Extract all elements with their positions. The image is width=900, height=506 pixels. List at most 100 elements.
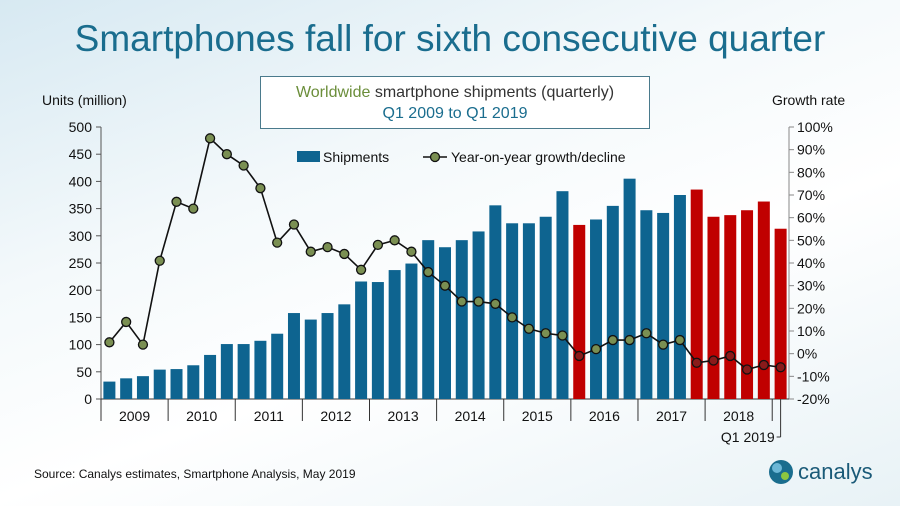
left-axis-label: Units (million) bbox=[42, 92, 127, 108]
shipment-bar bbox=[254, 340, 267, 399]
shipment-bar bbox=[204, 354, 217, 399]
growth-point bbox=[272, 237, 283, 248]
canalys-logo: canalys bbox=[768, 459, 873, 485]
shipment-bar bbox=[220, 344, 233, 399]
growth-point bbox=[204, 133, 216, 144]
shipment-bar bbox=[573, 224, 586, 399]
growth-point bbox=[708, 355, 719, 366]
shipment-bar bbox=[724, 215, 737, 399]
shipment-bar bbox=[606, 205, 619, 399]
growth-point bbox=[423, 266, 434, 278]
legend-bars-swatch bbox=[297, 151, 320, 162]
right-tick-label: 10% bbox=[797, 323, 825, 339]
growth-point bbox=[355, 264, 367, 275]
year-label: 2012 bbox=[320, 408, 351, 424]
left-tick-label: 250 bbox=[69, 255, 93, 271]
right-tick-label: 40% bbox=[797, 255, 825, 271]
logo-text: canalys bbox=[798, 459, 873, 484]
shipment-bar bbox=[690, 189, 703, 399]
right-tick-label: 80% bbox=[797, 164, 825, 180]
growth-point bbox=[473, 296, 484, 307]
growth-point bbox=[439, 280, 451, 291]
growth-point bbox=[674, 334, 686, 346]
shipment-bar bbox=[455, 240, 468, 399]
shipment-bar bbox=[271, 333, 284, 399]
right-tick-label: 100% bbox=[797, 119, 833, 135]
year-label: 2009 bbox=[119, 408, 150, 424]
shipment-bar bbox=[405, 263, 418, 399]
growth-point bbox=[188, 203, 199, 214]
growth-point bbox=[171, 196, 182, 207]
shipment-bar bbox=[321, 313, 334, 399]
growth-point bbox=[624, 334, 635, 346]
growth-point bbox=[758, 359, 769, 371]
growth-point bbox=[540, 328, 551, 339]
growth-point bbox=[104, 337, 115, 348]
growth-point bbox=[121, 316, 132, 328]
shipment-bar bbox=[741, 210, 754, 399]
shipment-bar bbox=[237, 344, 250, 399]
growth-point bbox=[641, 328, 652, 339]
legend-line-marker bbox=[429, 151, 441, 163]
year-label: 2014 bbox=[455, 408, 486, 424]
growth-point bbox=[691, 357, 702, 368]
shipment-bar bbox=[371, 282, 384, 399]
growth-point bbox=[557, 330, 568, 341]
shipment-bar bbox=[522, 223, 535, 399]
left-tick-label: 500 bbox=[69, 119, 93, 135]
year-label: 2010 bbox=[186, 408, 217, 424]
growth-point bbox=[506, 312, 518, 323]
shipment-bar bbox=[304, 319, 317, 399]
shipment-bar bbox=[136, 376, 149, 399]
growth-point bbox=[372, 239, 384, 251]
year-label: 2016 bbox=[589, 408, 620, 424]
growth-point bbox=[490, 298, 501, 309]
shipment-bar bbox=[556, 191, 569, 399]
left-tick-label: 350 bbox=[69, 201, 93, 217]
shipment-bar bbox=[590, 219, 603, 399]
legend-line-label: Year-on-year growth/decline bbox=[451, 149, 626, 165]
shipment-bar bbox=[707, 216, 720, 399]
growth-point bbox=[305, 246, 316, 257]
chart-title: Smartphones fall for sixth consecutive q… bbox=[74, 18, 826, 59]
left-tick-label: 450 bbox=[69, 146, 93, 162]
year-label: 2017 bbox=[656, 408, 687, 424]
shipment-bar bbox=[506, 223, 519, 399]
shipment-bar bbox=[153, 369, 166, 399]
subtitle-text: smartphone shipments (quarterly) bbox=[370, 84, 615, 101]
shipment-bar bbox=[673, 195, 686, 399]
growth-point bbox=[741, 364, 753, 375]
growth-point bbox=[456, 296, 467, 307]
legend-bars-label: Shipments bbox=[323, 149, 389, 165]
subtitle-range: Q1 2009 to Q1 2019 bbox=[382, 105, 528, 122]
right-tick-label: 20% bbox=[797, 300, 825, 316]
growth-point bbox=[775, 362, 786, 373]
shipment-bar bbox=[539, 216, 552, 399]
growth-point bbox=[657, 339, 669, 350]
shipment-bar bbox=[388, 270, 401, 399]
source-note: Source: Canalys estimates, Smartphone An… bbox=[34, 467, 356, 481]
year-label: 2018 bbox=[723, 408, 754, 424]
growth-point bbox=[339, 248, 350, 260]
right-tick-label: 30% bbox=[797, 278, 825, 294]
left-tick-label: 150 bbox=[69, 309, 93, 325]
left-tick-label: 300 bbox=[69, 228, 93, 244]
right-tick-label: 0% bbox=[797, 346, 817, 362]
shipment-bar bbox=[472, 231, 485, 399]
growth-point bbox=[590, 343, 602, 355]
growth-point bbox=[607, 334, 618, 346]
shipment-bar bbox=[623, 178, 636, 399]
year-label: 2015 bbox=[522, 408, 553, 424]
right-tick-label: 60% bbox=[797, 210, 825, 226]
shipment-bar bbox=[422, 240, 435, 399]
growth-point bbox=[725, 350, 736, 362]
left-tick-label: 100 bbox=[69, 337, 93, 353]
growth-point bbox=[255, 183, 266, 194]
subtitle-box: Worldwide smartphone shipments (quarterl… bbox=[260, 76, 650, 129]
right-axis-label: Growth rate bbox=[772, 92, 846, 108]
shipment-bar bbox=[287, 313, 300, 399]
growth-point bbox=[389, 235, 400, 246]
q1-2019-label: Q1 2019 bbox=[721, 429, 775, 445]
subtitle-highlight: Worldwide bbox=[295, 84, 371, 101]
shipment-bar bbox=[640, 210, 653, 399]
